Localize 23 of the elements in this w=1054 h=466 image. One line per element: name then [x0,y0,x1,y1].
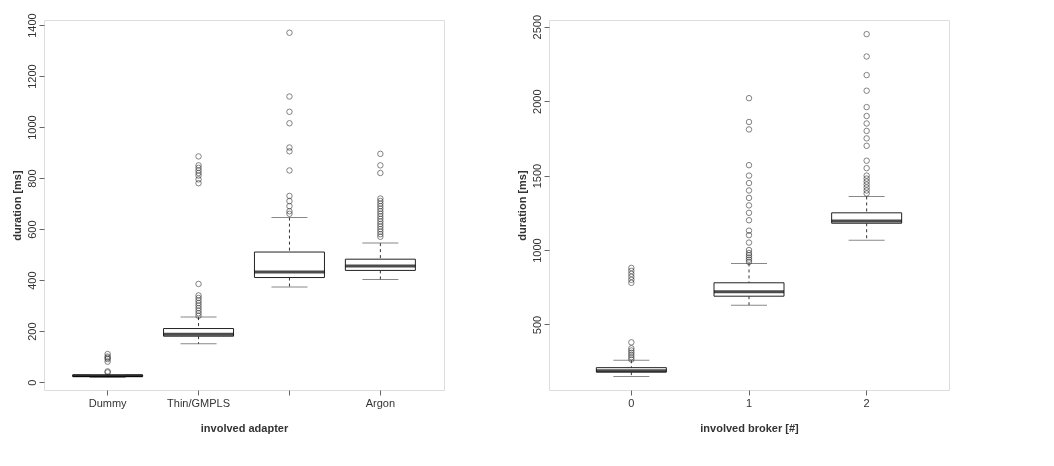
y-tick-label: 1000 [530,238,543,263]
x-tick-label: 0 [628,396,635,409]
x-axis-title: involved adapter [200,421,289,434]
x-tick-label: Dummy [88,396,128,409]
y-tick-label: 1400 [25,13,38,38]
y-tick-label: 0 [25,379,38,386]
x-tick-label: Thin/GMPLS [167,396,231,409]
y-axis-title: duration [ms] [10,170,23,241]
x-tick-label: Argon [365,396,396,409]
y-tick-label: 200 [25,322,38,341]
y-tick-label: 400 [25,271,38,290]
y-axis-title: duration [ms] [515,170,528,241]
x-tick-label: 2 [863,396,870,409]
y-tick-label: 1200 [25,64,38,89]
x-tick-label: 1 [745,396,753,409]
y-tick-label: 1000 [25,115,38,140]
y-tick-label: 2000 [530,89,543,114]
y-tick-label: 800 [25,169,38,188]
y-tick-label: 600 [25,220,38,239]
y-tick-label: 2500 [530,14,543,40]
y-tick-label: 500 [530,315,543,335]
x-axis-title: involved broker [#] [700,421,800,434]
y-tick-label: 1500 [530,163,543,189]
